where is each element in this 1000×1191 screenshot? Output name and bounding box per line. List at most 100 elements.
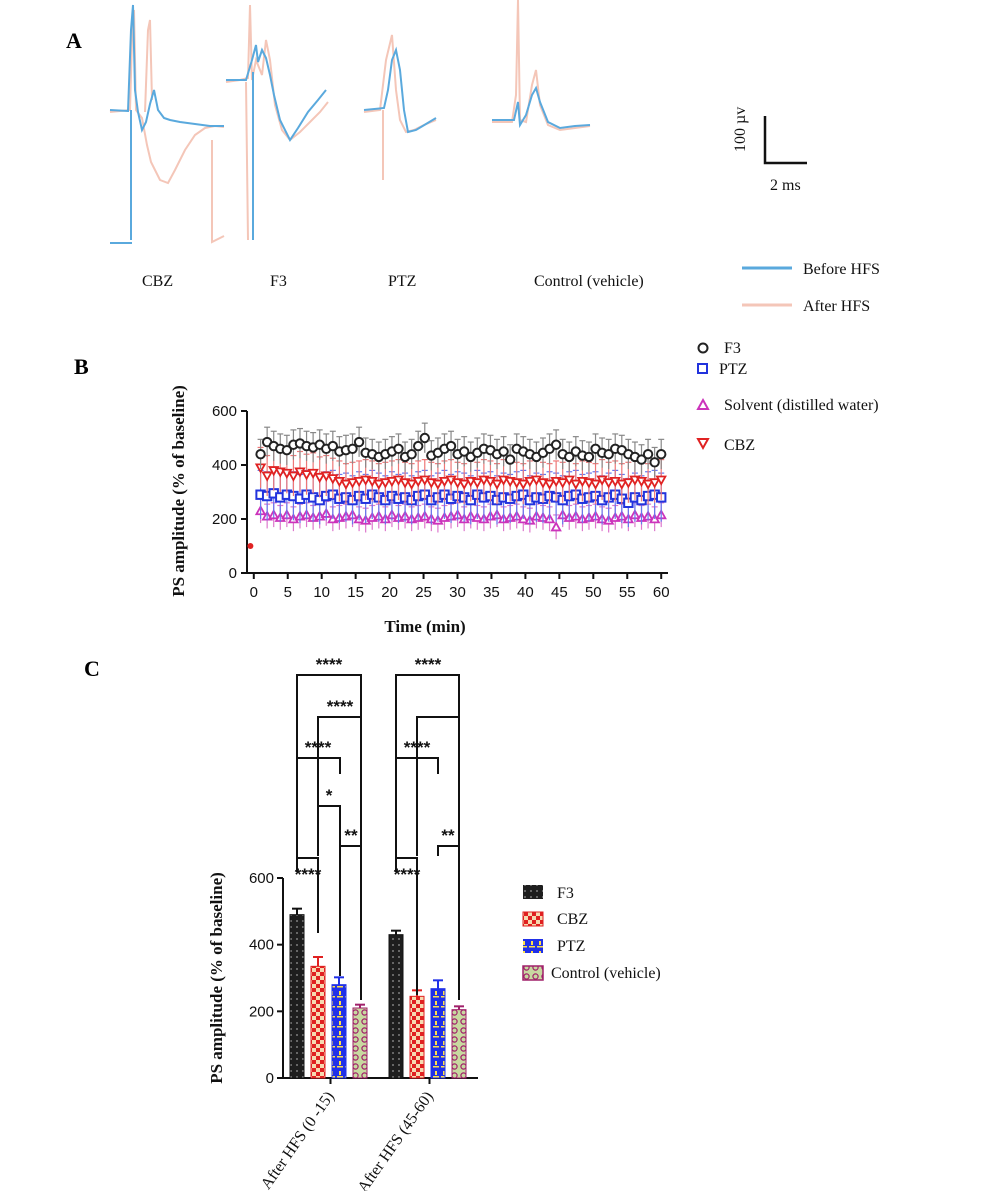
legend-label-ptz-c: PTZ — [557, 938, 585, 955]
sig-f3-control-45-60: **** — [415, 655, 442, 674]
b-point — [281, 444, 293, 456]
significance-labels: **** **** **** * ** **** **** **** ** **… — [295, 655, 455, 884]
b-point — [255, 449, 266, 460]
trace-label-cbz: CBZ — [142, 273, 173, 290]
legend-label-cbz: CBZ — [724, 437, 755, 454]
b-point — [353, 436, 365, 448]
b-point — [327, 440, 339, 452]
b-point — [471, 478, 484, 489]
b-x-tick-label: 50 — [585, 584, 602, 601]
b-x-tick-label: 40 — [517, 584, 534, 601]
significance-brackets — [296, 674, 460, 1000]
trace-label-control: Control (vehicle) — [534, 273, 644, 290]
b-x-tick-label: 25 — [415, 584, 432, 601]
b-point — [550, 521, 562, 532]
b-point — [649, 457, 660, 468]
b-point — [412, 476, 424, 488]
b-point — [353, 476, 365, 488]
c-y-tick-label: 200 — [249, 1003, 274, 1020]
b-x-tick-label: 20 — [381, 584, 398, 601]
b-point — [379, 478, 392, 489]
b-x-tick-label: 30 — [449, 584, 466, 601]
legend-label-ptz: PTZ — [719, 361, 747, 378]
panel-a-label: A — [66, 28, 82, 53]
b-point — [346, 478, 359, 489]
b-point — [642, 449, 654, 460]
legend-swatch-control — [522, 965, 544, 981]
sig-cbz-control-0-15: **** — [327, 697, 354, 716]
legend-label-cbz-c: CBZ — [557, 911, 588, 928]
c-bar-f3 — [289, 914, 305, 1079]
b-point — [405, 479, 418, 490]
b-point — [603, 449, 614, 460]
legend-label-after-hfs: After HFS — [803, 298, 870, 315]
b-point — [491, 479, 503, 490]
panel-c-ylabel: PS amplitude (% of baseline) — [207, 872, 226, 1084]
b-point — [340, 479, 352, 490]
sig-cbz-ptz-0-15: * — [326, 786, 333, 805]
b-y-tick-label: 400 — [212, 457, 237, 474]
b-point — [347, 443, 358, 454]
b-x-tick-label: 10 — [313, 584, 330, 601]
b-point — [432, 479, 444, 490]
c-bar-control — [451, 1009, 467, 1079]
trace-control: Control (vehicle) — [492, 0, 644, 290]
b-point — [445, 440, 457, 452]
b-y-tick-label: 600 — [212, 403, 237, 420]
b-x-tick-label: 55 — [619, 584, 636, 601]
trace-cbz: CBZ — [109, 4, 225, 290]
b-point — [524, 476, 536, 488]
scale-bar-horizontal-label: 2 ms — [770, 177, 801, 194]
sig-f3-ptz-0-15: **** — [305, 738, 332, 757]
b-point — [458, 446, 470, 457]
c-x-tick-label: After HFS (45-60) — [355, 1089, 437, 1191]
sig-ptz-control-45-60: ** — [441, 826, 455, 845]
b-point — [373, 479, 385, 490]
b-point — [498, 446, 509, 457]
b-point — [517, 479, 530, 490]
b-point — [556, 478, 569, 489]
legend-label-before-hfs: Before HFS — [803, 261, 880, 278]
legend-swatch-cbz — [522, 911, 544, 927]
b-point — [602, 478, 615, 489]
b-point — [642, 479, 654, 490]
b-point — [393, 443, 404, 454]
b-point — [413, 440, 424, 452]
c-bar-cbz — [310, 965, 326, 1079]
panel-b-legend: F3 PTZ Solvent (distilled water) CBZ — [696, 340, 879, 454]
panel-b-xlabel: Time (min) — [384, 617, 465, 636]
c-bar-f3 — [388, 934, 404, 1079]
legend-marker-cbz — [696, 438, 710, 451]
legend-label-solvent: Solvent (distilled water) — [724, 397, 879, 414]
b-point — [648, 478, 661, 489]
c-bar-ptz — [430, 988, 446, 1079]
b-x-tick-label: 35 — [483, 584, 500, 601]
b-point — [616, 479, 628, 490]
b-point — [543, 479, 556, 490]
b-point — [564, 451, 575, 463]
trace-label-f3: F3 — [270, 273, 287, 290]
b-y-tick-label: 0 — [229, 565, 237, 582]
legend-marker-solvent — [696, 397, 710, 410]
b-point — [406, 449, 417, 460]
panel-b-scatter-chart: 0 200 400 600 0 5 10 15 20 25 30 35 40 45 50 55 60 — [212, 403, 670, 601]
sig-f3-ptz-45-60: **** — [404, 738, 431, 757]
c-y-tick-label: 600 — [249, 870, 274, 887]
legend-marker-f3 — [697, 342, 709, 354]
legend-label-control-c: Control (vehicle) — [551, 965, 661, 982]
trace-label-ptz: PTZ — [388, 273, 416, 290]
b-x-tick-label: 0 — [250, 584, 258, 601]
b-x-tick-label: 5 — [284, 584, 292, 601]
panel-c-legend: F3 CBZ PTZ Control (vehicle) — [522, 885, 661, 982]
b-point — [419, 432, 430, 444]
b-baseline-point — [247, 543, 254, 549]
panel-c-label: C — [84, 656, 100, 681]
b-point — [656, 449, 667, 460]
b-x-tick-label: 45 — [551, 584, 568, 601]
b-point — [438, 476, 451, 488]
sig-f3-cbz-45-60: **** — [394, 865, 421, 884]
legend-swatch-ptz — [523, 939, 543, 953]
legend-swatch-f3 — [523, 885, 543, 899]
scale-bar: 100 µv 2 ms — [732, 107, 807, 194]
